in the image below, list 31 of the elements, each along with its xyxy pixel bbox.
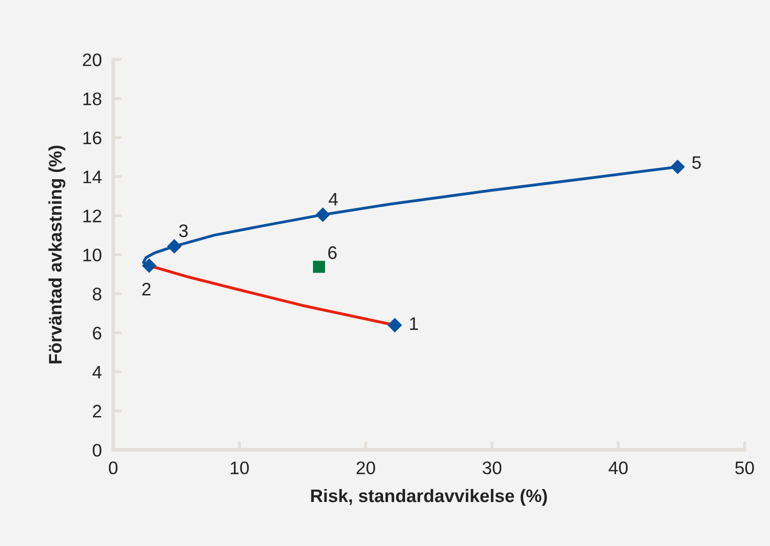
annotation: 6 bbox=[328, 246, 337, 260]
point bbox=[388, 318, 402, 332]
annotation: 1 bbox=[410, 317, 418, 330]
point bbox=[670, 160, 685, 174]
point bbox=[316, 207, 330, 222]
annotation: 5 bbox=[692, 156, 701, 169]
y-tick-label: 14 bbox=[83, 170, 102, 184]
y-tick-label: 20 bbox=[82, 53, 102, 66]
x-axis-title: Risk, standardavvikelse (%) bbox=[311, 488, 547, 506]
annotation: 2 bbox=[142, 282, 151, 296]
annotation: 4 bbox=[328, 192, 338, 206]
y-tick-label: 6 bbox=[92, 326, 102, 340]
y-axis-title: Förväntad avkastning (%) bbox=[48, 146, 66, 364]
y-tick-label: 16 bbox=[83, 132, 102, 144]
x-tick-label: 50 bbox=[735, 461, 754, 474]
x-tick-label: 40 bbox=[608, 461, 628, 474]
y-tick-label: 2 bbox=[92, 404, 102, 418]
y-tick-label: 4 bbox=[92, 366, 102, 378]
y-tick-label: 10 bbox=[83, 248, 102, 262]
x-tick-label: 10 bbox=[230, 461, 249, 474]
x-tick-label: 20 bbox=[356, 461, 376, 474]
point bbox=[142, 258, 156, 273]
y-tick-label: 0 bbox=[92, 444, 102, 457]
y-tick-label: 12 bbox=[83, 210, 102, 222]
x-tick-label: 0 bbox=[108, 461, 118, 474]
y-tick-label: 8 bbox=[92, 288, 102, 300]
x-tick-label: 30 bbox=[482, 461, 502, 474]
annotation: 3 bbox=[179, 224, 188, 238]
point bbox=[313, 260, 326, 273]
y-tick-label: 18 bbox=[83, 92, 102, 106]
point bbox=[167, 239, 182, 254]
